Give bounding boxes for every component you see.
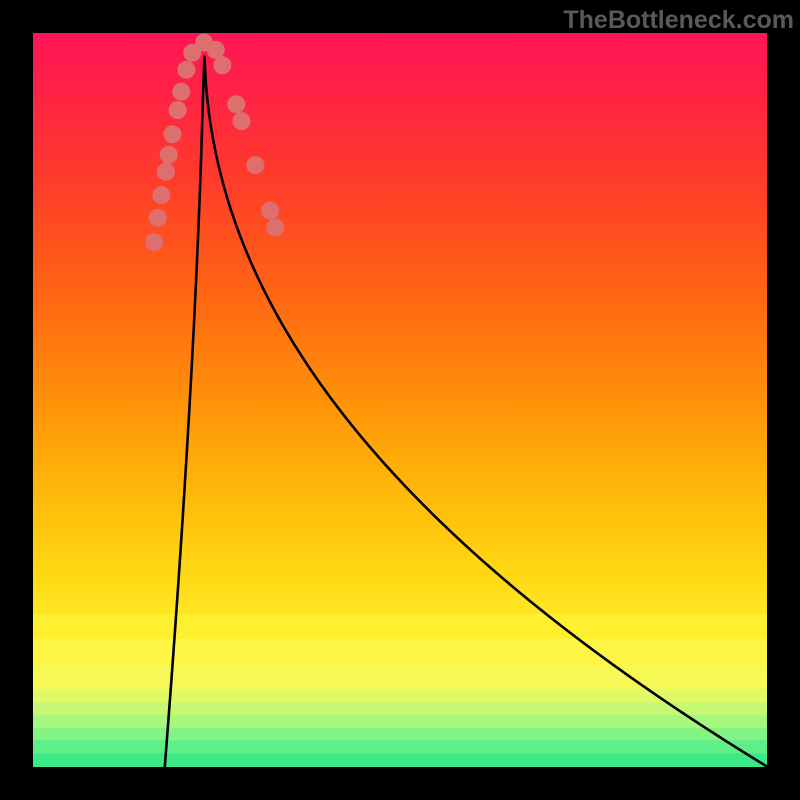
data-marker — [163, 125, 181, 143]
data-marker — [152, 186, 170, 204]
data-marker — [266, 219, 284, 237]
data-marker — [232, 112, 250, 130]
data-marker — [160, 146, 178, 164]
data-marker — [172, 83, 190, 101]
data-marker — [149, 209, 167, 227]
data-marker — [213, 56, 231, 74]
data-marker — [207, 41, 225, 59]
data-marker — [169, 101, 187, 119]
data-marker — [157, 163, 175, 181]
plot-svg — [33, 33, 767, 767]
gradient-background — [33, 33, 767, 767]
data-marker — [145, 233, 163, 251]
data-marker — [246, 156, 264, 174]
data-marker — [261, 202, 279, 220]
data-marker — [177, 61, 195, 79]
plot-area — [33, 33, 767, 767]
watermark-text: TheBottleneck.com — [563, 6, 794, 35]
chart-frame: TheBottleneck.com — [0, 0, 800, 800]
data-marker — [227, 95, 245, 113]
